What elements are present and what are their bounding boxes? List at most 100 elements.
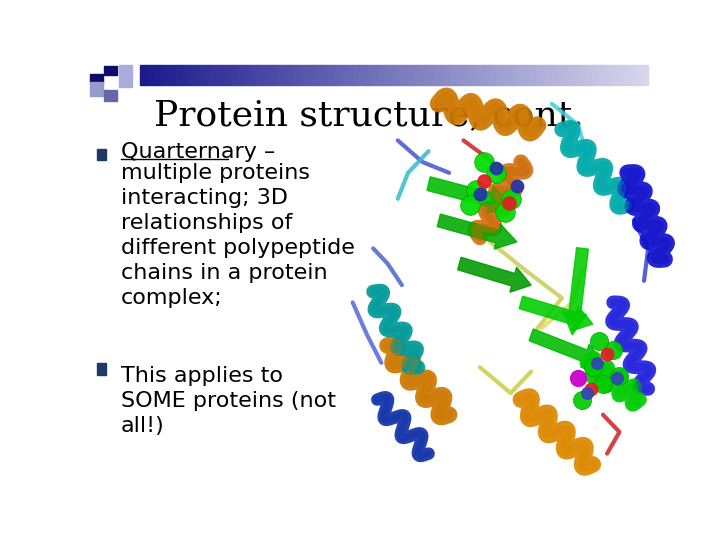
Bar	[318, 65, 323, 85]
Bar	[237, 65, 242, 85]
Bar	[186, 65, 191, 85]
Bar	[552, 65, 557, 85]
Bar	[460, 65, 465, 85]
Bar	[145, 65, 150, 85]
Bar	[603, 65, 608, 85]
Point	[585, 384, 596, 393]
Bar	[430, 65, 435, 85]
Bar	[465, 65, 470, 85]
Bar	[404, 65, 410, 85]
Bar	[196, 65, 201, 85]
Bar	[307, 65, 313, 85]
Bar	[485, 65, 490, 85]
Bar	[96, 363, 106, 375]
Bar	[638, 65, 643, 85]
Bar	[567, 65, 572, 85]
Bar	[171, 65, 176, 85]
Bar	[623, 65, 628, 85]
Bar	[323, 65, 328, 85]
Point	[478, 177, 490, 186]
Bar	[521, 65, 526, 85]
Point	[598, 380, 609, 389]
Bar	[420, 65, 425, 85]
Bar	[495, 65, 500, 85]
Bar	[140, 65, 145, 85]
Bar	[176, 65, 181, 85]
Bar	[354, 65, 359, 85]
Bar	[506, 65, 511, 85]
Bar	[577, 65, 582, 85]
FancyArrow shape	[437, 214, 517, 249]
Bar	[450, 65, 455, 85]
Bar	[394, 65, 399, 85]
Point	[608, 346, 619, 354]
Bar	[96, 149, 106, 160]
Point	[478, 158, 490, 166]
Bar	[374, 65, 379, 85]
Bar	[282, 65, 287, 85]
Point	[581, 389, 593, 397]
FancyArrow shape	[519, 296, 593, 331]
Bar	[343, 65, 348, 85]
Bar	[364, 65, 369, 85]
Bar	[587, 65, 592, 85]
Bar	[252, 65, 257, 85]
Bar	[455, 65, 460, 85]
Bar	[277, 65, 282, 85]
Bar	[572, 65, 577, 85]
Bar	[384, 65, 389, 85]
Bar	[222, 65, 227, 85]
Point	[474, 190, 485, 199]
Point	[505, 194, 516, 203]
Point	[601, 350, 613, 359]
Bar	[541, 65, 546, 85]
Bar	[410, 65, 415, 85]
FancyArrow shape	[529, 329, 603, 368]
Bar	[297, 65, 302, 85]
Bar	[313, 65, 318, 85]
Bar	[267, 65, 272, 85]
Bar	[156, 65, 161, 85]
Bar	[287, 65, 292, 85]
Point	[593, 337, 605, 346]
Bar	[302, 65, 307, 85]
Bar	[227, 65, 232, 85]
Bar	[181, 65, 186, 85]
Bar	[191, 65, 196, 85]
Bar	[546, 65, 552, 85]
Bar	[359, 65, 364, 85]
FancyArrow shape	[563, 248, 588, 335]
Bar	[633, 65, 638, 85]
Point	[499, 207, 510, 216]
Text: Protein structure, cont.: Protein structure, cont.	[154, 98, 584, 132]
Bar	[582, 65, 587, 85]
Text: Quarternary –: Quarternary –	[121, 142, 275, 162]
Bar	[470, 65, 475, 85]
Bar	[597, 65, 603, 85]
Bar	[608, 65, 613, 85]
Point	[591, 359, 603, 367]
Bar	[242, 65, 247, 85]
Bar	[592, 65, 597, 85]
Bar	[90, 82, 103, 96]
Bar	[389, 65, 394, 85]
Point	[613, 372, 625, 380]
Point	[587, 363, 598, 372]
Bar	[272, 65, 277, 85]
Bar	[104, 90, 117, 101]
Bar	[536, 65, 541, 85]
Bar	[369, 65, 374, 85]
Bar	[425, 65, 430, 85]
Bar	[435, 65, 440, 85]
FancyArrow shape	[458, 257, 531, 292]
Bar	[257, 65, 262, 85]
Bar	[531, 65, 536, 85]
Bar	[399, 65, 404, 85]
Bar	[516, 65, 521, 85]
Bar	[562, 65, 567, 85]
Bar	[247, 65, 252, 85]
Bar	[90, 74, 103, 83]
Point	[611, 374, 623, 382]
FancyArrow shape	[427, 177, 510, 213]
Bar	[211, 65, 217, 85]
